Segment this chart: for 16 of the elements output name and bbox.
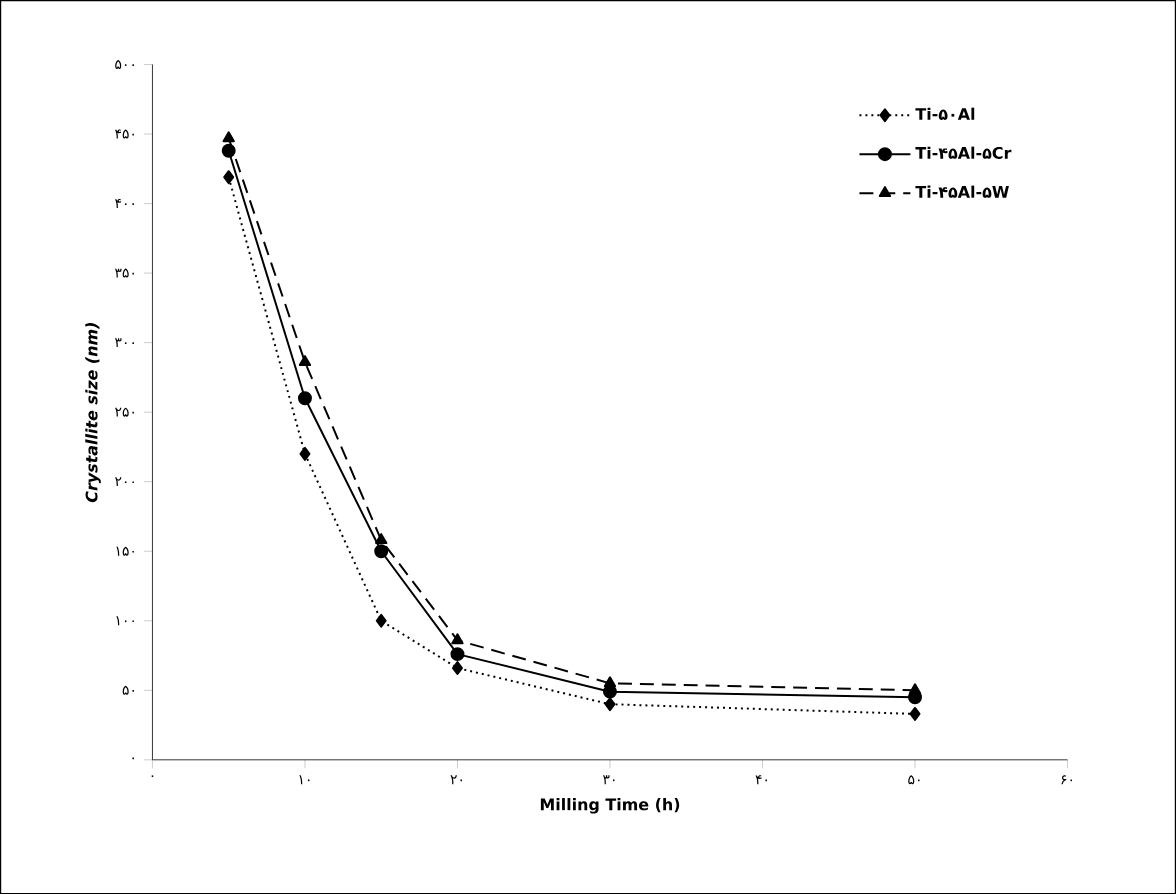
point — [375, 533, 388, 544]
point — [375, 613, 387, 628]
point — [603, 676, 617, 688]
point — [222, 131, 235, 143]
point — [450, 647, 465, 661]
point — [297, 391, 312, 406]
point — [223, 170, 235, 185]
point — [299, 446, 311, 461]
point — [451, 660, 463, 675]
point — [298, 355, 312, 366]
point — [451, 633, 464, 645]
point — [604, 697, 616, 712]
point — [908, 683, 922, 695]
point — [221, 143, 236, 158]
point — [374, 544, 389, 559]
point — [909, 706, 921, 721]
